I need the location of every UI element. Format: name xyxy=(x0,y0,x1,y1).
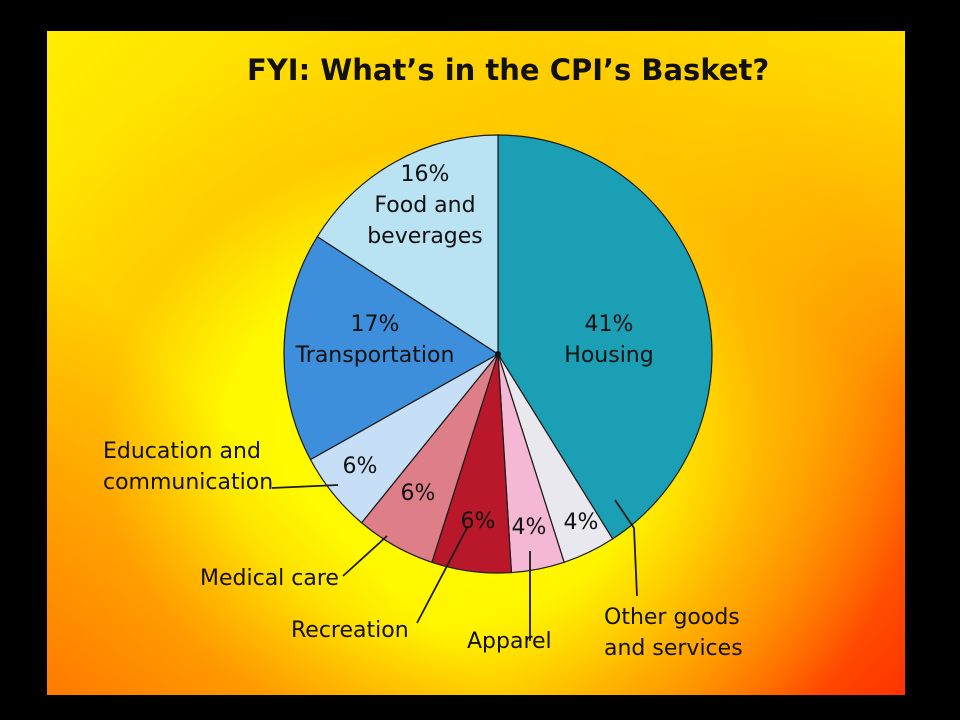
callout-line-medical-care xyxy=(342,535,388,577)
slice-value-other-goods-and-services: 4% xyxy=(564,510,599,535)
chart-title: FYI: What’s in the CPI’s Basket? xyxy=(247,53,770,87)
callout-line-education-and-communication xyxy=(271,484,339,489)
slice-value-medical-care: 6% xyxy=(401,481,436,506)
callout-label-education-and-communication: Education and communication xyxy=(103,439,273,495)
slice-value-education-and-communication: 6% xyxy=(343,454,378,479)
slice-label-transportation: 17% Transportation xyxy=(295,312,455,368)
callout-label-recreation: Recreation xyxy=(291,618,409,643)
callout-line-other-goods-and-services xyxy=(614,499,638,597)
pie-center-dot xyxy=(495,351,501,357)
pie-slice-housing xyxy=(497,134,713,540)
slice-label-food-and-beverages: 16% Food and beverages xyxy=(367,162,483,249)
slide: FYI: What’s in the CPI’s Basket? 41% Hous… xyxy=(47,31,905,695)
pie-slice-food-and-beverages xyxy=(316,134,499,356)
callout-label-other-goods-and-services: Other goods and services xyxy=(604,605,743,661)
pie-slice-transportation xyxy=(283,235,500,461)
callout-line-recreation xyxy=(416,527,468,624)
pie-chart: 41% Housing 4% Other goods and services 4% App… xyxy=(103,134,743,661)
slice-label-housing: 41% Housing xyxy=(564,312,653,368)
slice-value-apparel: 4% xyxy=(512,515,547,540)
callout-label-apparel: Apparel xyxy=(467,629,552,654)
callout-label-medical-care: Medical care xyxy=(200,566,339,591)
